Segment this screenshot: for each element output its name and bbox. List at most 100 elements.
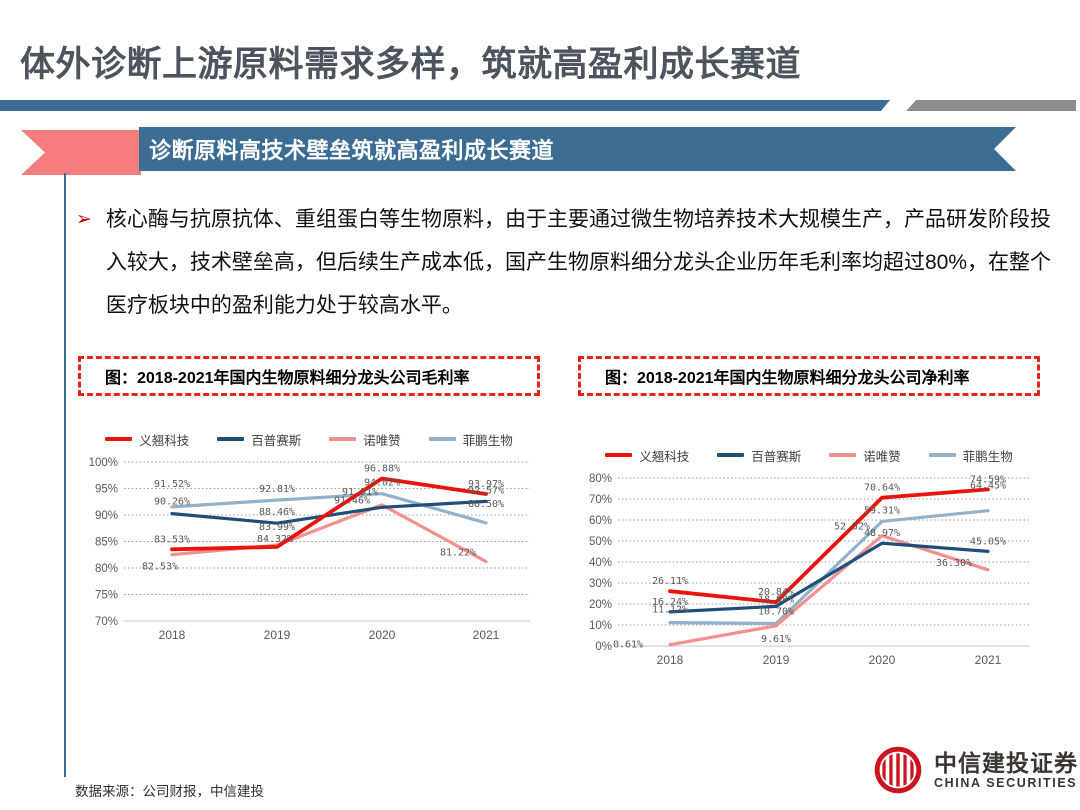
section-banner: 诊断原料高技术壁垒筑就高盈利成长赛道 bbox=[139, 127, 1016, 171]
data-label: 10.70% bbox=[758, 607, 794, 618]
y-tick-label: 80% bbox=[95, 563, 118, 575]
net-margin-chart-legend: 义翘科技 百普赛斯 诺唯赞 菲鹏生物 bbox=[578, 446, 1040, 464]
data-label: 88.46% bbox=[259, 507, 295, 518]
title-divider-bar bbox=[0, 100, 890, 111]
company-logo: 中信建投证券 CHINA SECURITIES bbox=[872, 744, 1078, 796]
legend-line-marker bbox=[329, 437, 357, 441]
x-tick-label: 2018 bbox=[159, 628, 186, 642]
gross-margin-chart-legend: 义翘科技 百普赛斯 诺唯赞 菲鹏生物 bbox=[78, 430, 540, 448]
legend-line-marker bbox=[717, 453, 745, 457]
legend-label: 百普赛斯 bbox=[251, 433, 302, 448]
data-label: 83.99% bbox=[259, 522, 295, 533]
legend-item-菲鹏生物: 菲鹏生物 bbox=[428, 430, 513, 449]
y-tick-label: 40% bbox=[589, 557, 612, 569]
gross-margin-chart: 100% 95% 90% 85% 80% 75% 70% 2018 2019 2020 2021 83… bbox=[89, 457, 530, 642]
legend-item-菲鹏生物: 菲鹏生物 bbox=[928, 446, 1013, 465]
data-label: 91.46% bbox=[334, 495, 370, 506]
series-line-百普赛斯 bbox=[668, 541, 990, 614]
legend-line-marker bbox=[928, 453, 956, 457]
company-name-en: CHINA SECURITIES bbox=[934, 776, 1078, 791]
y-tick-label: 0% bbox=[595, 641, 612, 653]
data-label: 11.12% bbox=[652, 605, 688, 616]
data-label: 83.53% bbox=[154, 534, 190, 545]
y-tick-label: 70% bbox=[589, 494, 612, 506]
net-margin-chart: 80% 70% 60% 50% 40% 30% 20% 10% 0% 2018 2019 2020 20… bbox=[589, 473, 1030, 667]
y-tick-label: 70% bbox=[95, 616, 118, 628]
legend-line-marker bbox=[605, 453, 633, 457]
page-title: 体外诊断上游原料需求多样，筑就高盈利成长赛道 bbox=[20, 45, 802, 84]
bullet-arrow-icon: ➢ bbox=[76, 209, 92, 230]
legend-line-marker bbox=[217, 437, 245, 441]
company-name-cn: 中信建投证券 bbox=[934, 749, 1078, 776]
data-label: 93.97% bbox=[468, 479, 504, 490]
data-label: 0.61% bbox=[613, 640, 643, 651]
gross-margin-chart-title: 图：2018-2021年国内生物原料细分龙头公司毛利率 bbox=[105, 370, 470, 387]
gross-margin-chart-block: 图：2018-2021年国内生物原料细分龙头公司毛利率 义翘科技 百普赛斯 诺唯赞 菲… bbox=[78, 356, 540, 648]
left-accent-line bbox=[64, 173, 66, 777]
data-label: 64.45% bbox=[970, 481, 1006, 492]
y-tick-label: 90% bbox=[95, 510, 118, 522]
net-margin-chart-title-box: 图：2018-2021年国内生物原料细分龙头公司净利率 bbox=[578, 356, 1040, 396]
y-tick-label: 30% bbox=[589, 578, 612, 590]
y-tick-label: 100% bbox=[89, 457, 118, 469]
banner-ribbon-tail bbox=[21, 130, 141, 175]
x-tick-label: 2020 bbox=[869, 653, 896, 667]
data-label: 90.26% bbox=[154, 497, 190, 508]
y-tick-label: 20% bbox=[589, 599, 612, 611]
x-tick-label: 2021 bbox=[975, 653, 1002, 667]
series-line-百普赛斯 bbox=[170, 499, 488, 525]
x-tick-label: 2021 bbox=[473, 628, 500, 642]
y-tick-label: 10% bbox=[589, 620, 612, 632]
x-tick-label: 2020 bbox=[369, 628, 396, 642]
data-label: 88.50% bbox=[468, 499, 504, 510]
legend-line-marker bbox=[105, 437, 133, 441]
data-label: 26.11% bbox=[652, 576, 688, 587]
legend-item-诺唯赞: 诺唯赞 bbox=[329, 430, 401, 449]
y-tick-label: 75% bbox=[95, 590, 118, 602]
data-label: 91.52% bbox=[154, 479, 190, 490]
legend-item-义翘科技: 义翘科技 bbox=[105, 430, 189, 449]
y-tick-label: 50% bbox=[589, 536, 612, 548]
legend-line-marker bbox=[829, 453, 857, 457]
data-label: 9.61% bbox=[761, 634, 791, 645]
legend-label: 义翘科技 bbox=[139, 433, 190, 448]
legend-label: 义翘科技 bbox=[639, 449, 690, 464]
legend-line-marker bbox=[428, 437, 456, 441]
data-source-note: 数据来源：公司财报，中信建投 bbox=[75, 784, 264, 799]
legend-label: 诺唯赞 bbox=[363, 433, 401, 448]
title-divider-accent bbox=[906, 100, 1076, 111]
data-label: 92.81% bbox=[259, 484, 295, 495]
data-label: 91.91% bbox=[342, 487, 378, 498]
gross-margin-chart-title-box: 图：2018-2021年国内生物原料细分龙头公司毛利率 bbox=[78, 356, 540, 396]
net-margin-chart-title: 图：2018-2021年国内生物原料细分龙头公司净利率 bbox=[605, 370, 970, 387]
legend-item-义翘科技: 义翘科技 bbox=[605, 446, 689, 465]
series-line-义翘科技 bbox=[170, 476, 488, 552]
data-label: 74.59% bbox=[970, 474, 1006, 485]
legend-label: 百普赛斯 bbox=[751, 449, 802, 464]
series-line-义翘科技 bbox=[668, 487, 990, 605]
legend-label: 诺唯赞 bbox=[863, 449, 901, 464]
x-tick-label: 2019 bbox=[264, 628, 291, 642]
data-label: 82.53% bbox=[142, 562, 178, 573]
data-label: 96.88% bbox=[364, 464, 400, 475]
data-label: 48.97% bbox=[864, 528, 900, 539]
legend-label: 菲鹏生物 bbox=[962, 449, 1013, 464]
legend-item-诺唯赞: 诺唯赞 bbox=[829, 446, 901, 465]
net-margin-chart-block: 图：2018-2021年国内生物原料细分龙头公司净利率 义翘科技 百普赛斯 诺唯赞 菲… bbox=[578, 356, 1040, 676]
data-label: 36.30% bbox=[936, 558, 972, 569]
data-label: 81.22% bbox=[440, 548, 476, 559]
y-tick-label: 60% bbox=[589, 515, 612, 527]
data-label: 70.64% bbox=[864, 483, 900, 494]
data-label: 45.05% bbox=[970, 536, 1006, 547]
y-tick-label: 80% bbox=[589, 473, 612, 485]
data-label: 59.31% bbox=[864, 505, 900, 516]
series-line-菲鹏生物 bbox=[668, 509, 990, 626]
x-tick-label: 2019 bbox=[763, 653, 790, 667]
data-label: 20.84% bbox=[758, 587, 794, 598]
bullet-text: 核心酶与抗原抗体、重组蛋白等生物原料，由于主要通过微生物培养技术大规模生产，产品… bbox=[105, 208, 1051, 317]
legend-item-百普赛斯: 百普赛斯 bbox=[217, 430, 301, 449]
company-logo-text: 中信建投证券 CHINA SECURITIES bbox=[934, 750, 1078, 790]
data-label: 94.02% bbox=[364, 478, 400, 489]
legend-label: 菲鹏生物 bbox=[462, 433, 513, 448]
